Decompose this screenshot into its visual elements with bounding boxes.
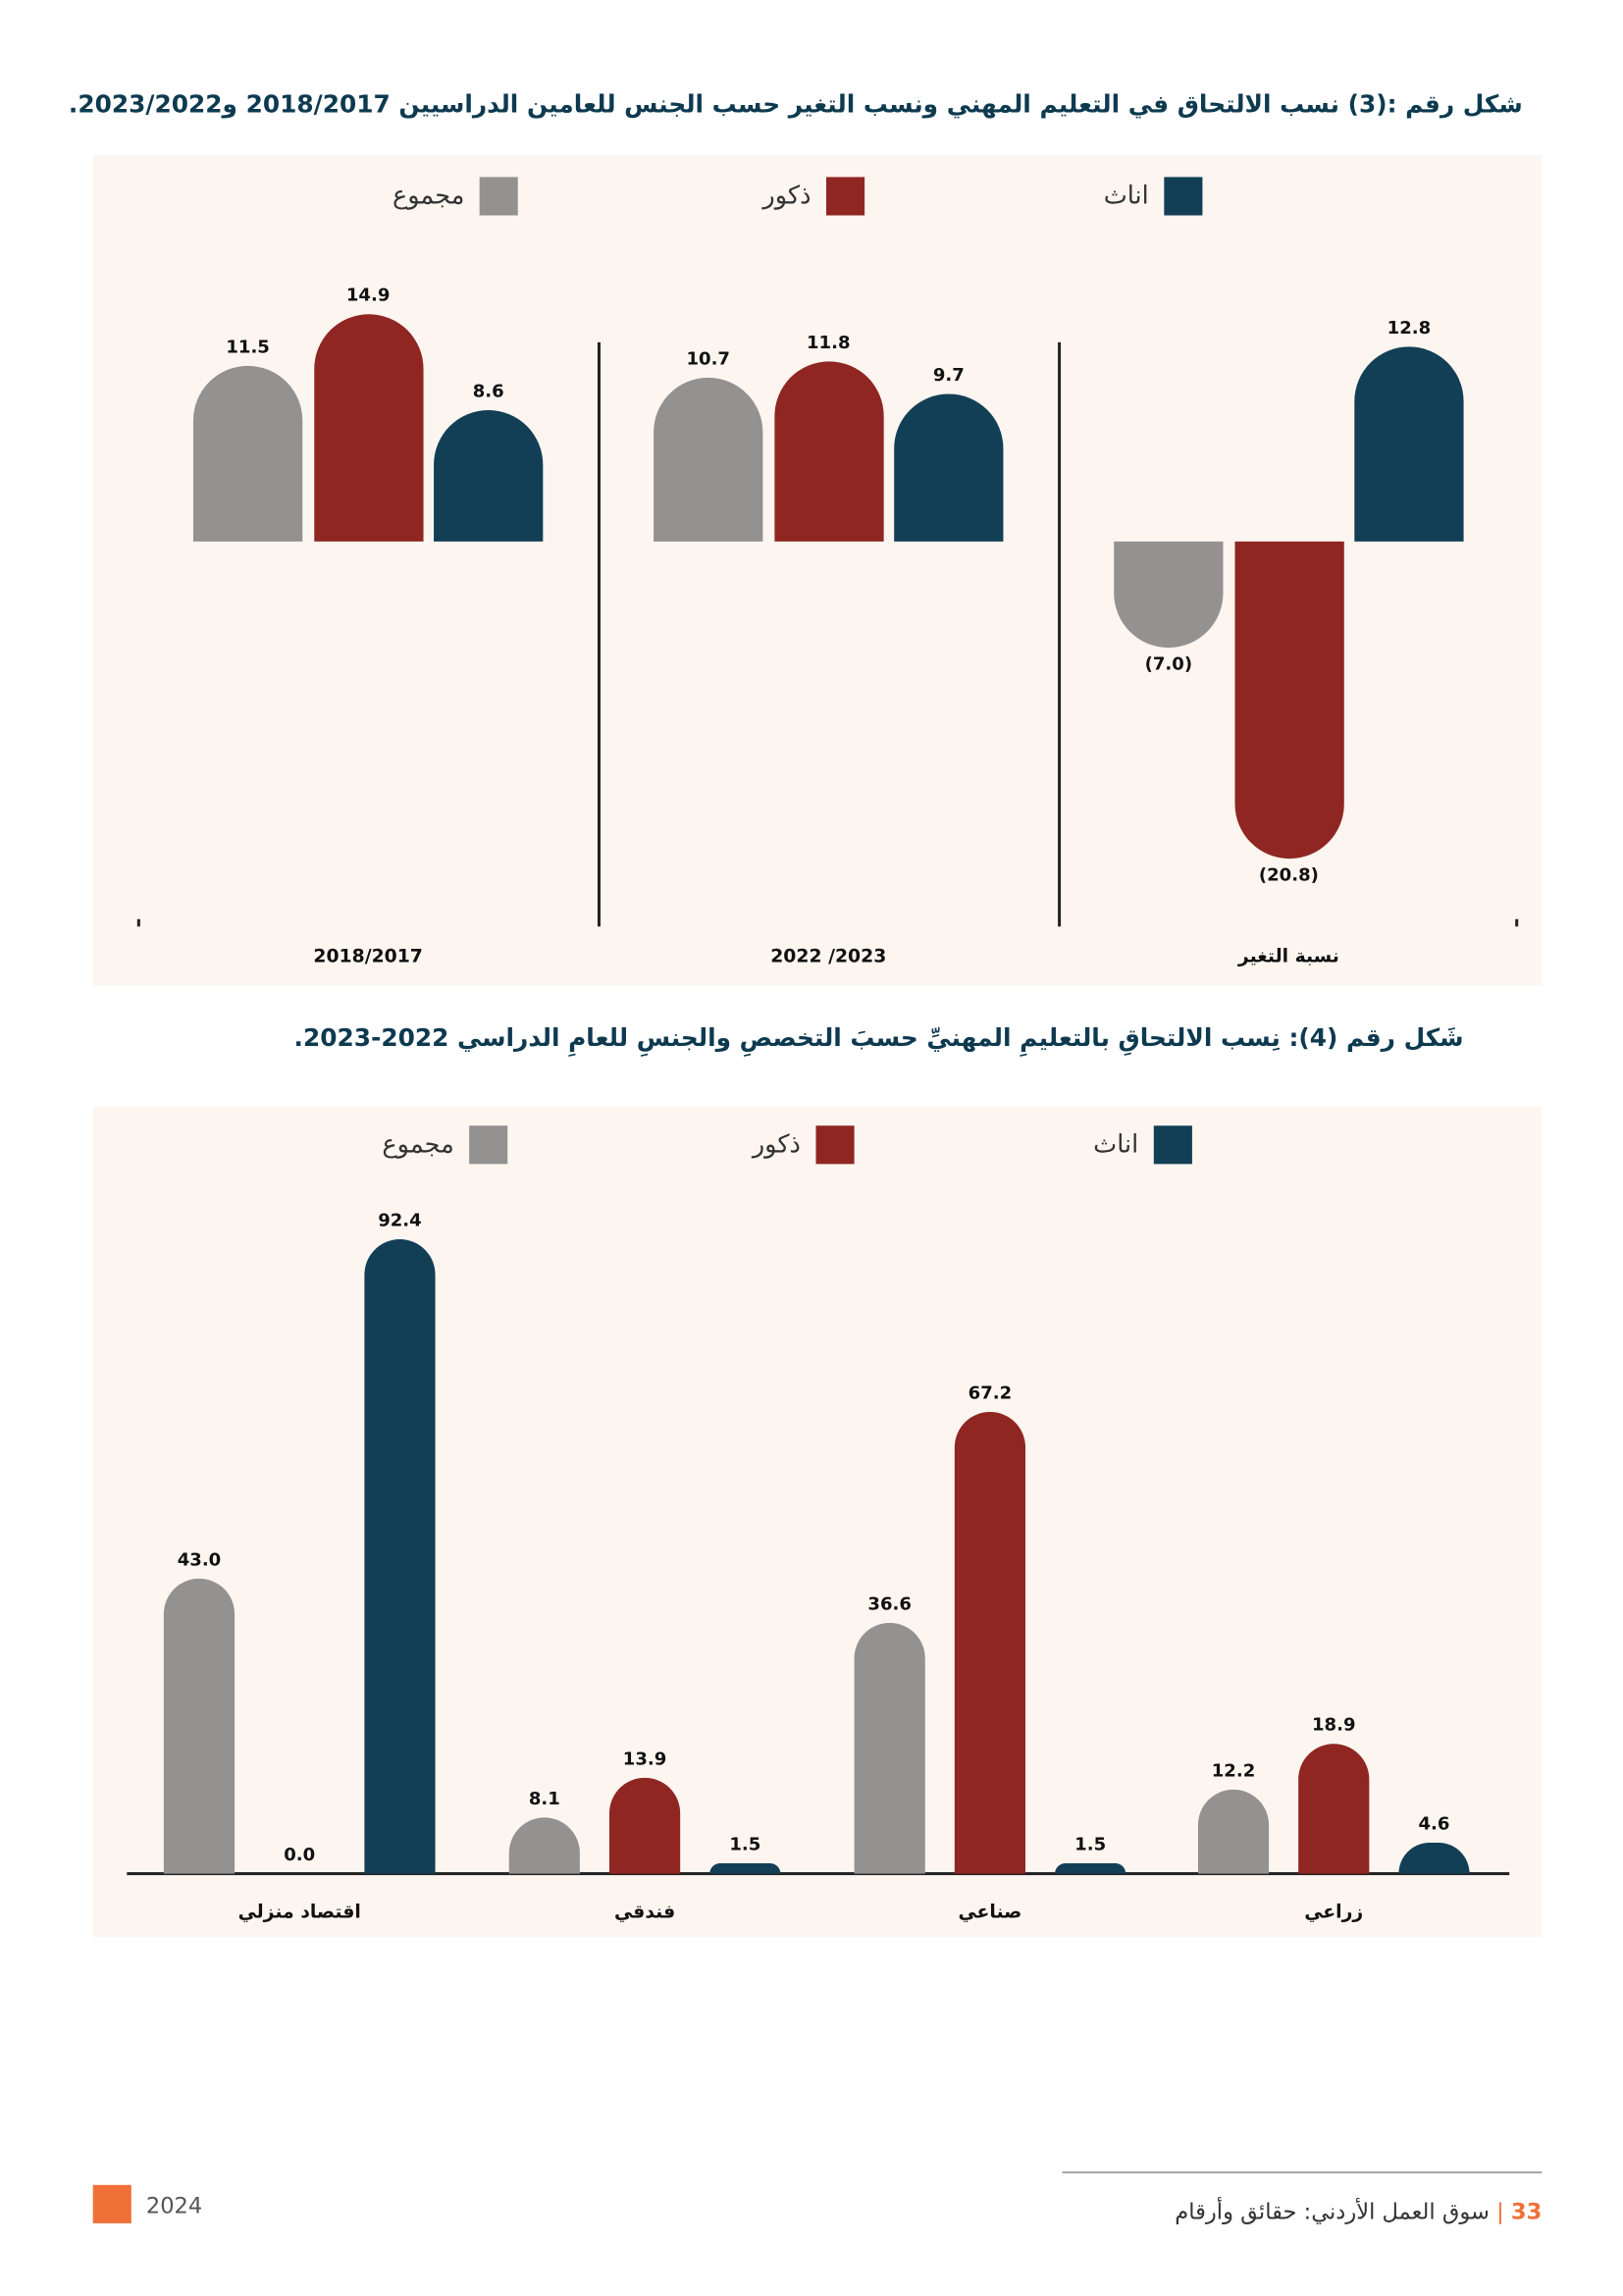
legend-swatch-total — [479, 177, 518, 216]
bar-female — [894, 393, 1004, 542]
bar-male — [1298, 1744, 1370, 1874]
page-number: 33 — [1510, 2198, 1543, 2225]
legend-female: اناث — [1093, 1125, 1192, 1165]
data-label: 12.8 — [1387, 316, 1432, 338]
data-label: (7.0) — [1144, 653, 1193, 675]
bar-total — [1197, 1790, 1270, 1874]
category-label: نسبة التغير — [1237, 944, 1339, 966]
divider — [597, 341, 601, 927]
legend-swatch-male — [814, 1125, 855, 1165]
legend-male: ذكور — [762, 177, 864, 216]
bar-female — [1354, 345, 1464, 542]
data-label: 14.9 — [345, 285, 391, 306]
category-label: 2023/ 2022 — [770, 944, 887, 966]
bar-male — [313, 314, 423, 542]
x-axis — [127, 1872, 1510, 1875]
bar-total — [654, 378, 763, 542]
data-label: 8.1 — [528, 1788, 560, 1809]
legend-swatch-total — [468, 1125, 508, 1165]
bar-total — [508, 1817, 580, 1874]
data-label: 18.9 — [1311, 1714, 1356, 1736]
axis-tick — [136, 918, 140, 927]
footer-rule — [1062, 2171, 1543, 2173]
data-label: 1.5 — [1074, 1833, 1107, 1855]
axis-tick — [1515, 918, 1518, 927]
footer-sep: | — [1496, 2198, 1504, 2225]
data-label: 92.4 — [378, 1209, 422, 1230]
footer-marker — [92, 2184, 131, 2223]
legend-label: اناث — [1103, 181, 1149, 212]
figure3-chart: مجموع ذكور اناث 11.5 14.9 8.6 2018/2017 10.7… — [92, 154, 1543, 986]
legend-male: ذكور — [752, 1125, 855, 1165]
legend-label: مجموع — [382, 1129, 454, 1160]
data-label: 1.5 — [729, 1833, 761, 1855]
bar-male — [608, 1778, 681, 1874]
bar-total — [1114, 541, 1224, 649]
data-label: 4.6 — [1418, 1812, 1450, 1834]
data-label: (20.8) — [1258, 863, 1319, 885]
bar-male — [773, 361, 883, 542]
data-label: 13.9 — [622, 1748, 667, 1770]
footer-title: 33 | سوق العمل الأردني: حقائق وأرقام — [1175, 2198, 1542, 2224]
legend-swatch-male — [825, 177, 864, 216]
data-label: 0.0 — [284, 1844, 316, 1865]
category-label: فندقي — [613, 1900, 676, 1923]
book-title: سوق العمل الأردني: حقائق وأرقام — [1175, 2198, 1490, 2225]
legend-swatch-female — [1153, 1125, 1192, 1165]
legend-label: اناث — [1093, 1129, 1139, 1160]
category-label: اقتصاد منزلي — [237, 1900, 361, 1923]
legend-label: مجموع — [392, 181, 465, 212]
bar-female — [364, 1238, 436, 1874]
data-label: 67.2 — [968, 1383, 1013, 1404]
bar-female — [709, 1863, 781, 1874]
data-label: 43.0 — [177, 1548, 222, 1570]
bar-male — [1233, 541, 1344, 859]
legend-female: اناث — [1103, 177, 1202, 216]
figure4-title: شَكل رقم (4): نِسب الالتحاقِ بالتعليمِ ا… — [293, 1023, 1464, 1053]
bar-male — [954, 1412, 1026, 1874]
legend-label: ذكور — [762, 181, 812, 212]
data-label: 8.6 — [472, 381, 504, 402]
legend-label: ذكور — [752, 1129, 801, 1160]
divider — [1058, 341, 1061, 927]
legend-swatch-female — [1163, 177, 1202, 216]
data-label: 36.6 — [867, 1592, 912, 1614]
category-label: صناعي — [958, 1900, 1022, 1923]
data-label: 9.7 — [932, 364, 965, 386]
data-label: 11.5 — [226, 337, 270, 358]
category-label: 2018/2017 — [313, 944, 423, 966]
category-label: زراعي — [1304, 1900, 1364, 1923]
bar-female — [1398, 1842, 1470, 1874]
data-label: 10.7 — [686, 348, 730, 370]
bar-total — [854, 1622, 925, 1874]
bar-female — [1055, 1863, 1126, 1874]
bar-total — [192, 366, 303, 542]
legend-total: مجموع — [392, 177, 518, 216]
figure4-chart: مجموع ذكور اناث 43.0 0.0 92.4 اقتصاد منزلي 8… — [92, 1106, 1543, 1938]
footer-year: 2024 — [145, 2192, 203, 2219]
data-label: 11.8 — [806, 332, 851, 353]
data-label: 12.2 — [1211, 1760, 1256, 1782]
legend-total: مجموع — [382, 1125, 508, 1165]
bar-total — [163, 1578, 236, 1874]
bar-female — [434, 410, 544, 542]
figure3-title: شكل رقم :(3) نسب الالتحاق في التعليم الم… — [68, 89, 1523, 119]
